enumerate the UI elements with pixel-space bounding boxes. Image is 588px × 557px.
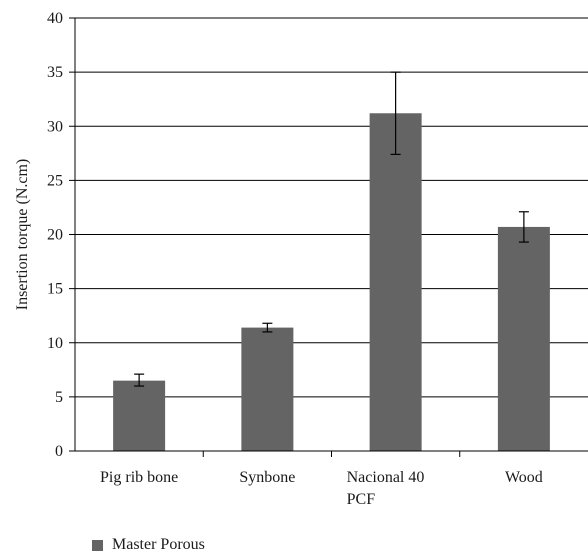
x-tick-label: Synbone <box>239 469 295 486</box>
y-tick-label: 35 <box>47 64 63 81</box>
y-tick-label: 10 <box>47 335 63 352</box>
x-tick-label: Wood <box>505 469 543 486</box>
y-tick-label: 0 <box>55 443 63 460</box>
y-tick-label: 5 <box>55 389 63 406</box>
legend-label: Master Porous <box>112 536 205 553</box>
bars <box>113 113 550 451</box>
y-tick-label: 40 <box>47 10 63 27</box>
gridlines <box>75 17 588 398</box>
y-tick-label: 30 <box>47 118 63 135</box>
error-bars <box>134 71 529 387</box>
bar <box>241 327 294 451</box>
legend-swatch <box>92 539 103 551</box>
y-tick-label: 20 <box>47 227 63 244</box>
bar <box>497 226 550 451</box>
y-tick-label: 15 <box>47 281 63 298</box>
x-tick-labels: Pig rib bone Synbone Nacional 40 PCF Wood <box>100 469 543 508</box>
axes <box>69 17 588 457</box>
y-tick-labels: 0 5 10 15 20 25 30 35 40 <box>47 10 63 460</box>
bar <box>113 380 166 451</box>
y-tick-label: 25 <box>47 172 63 189</box>
y-axis-title: Insertion torque (N.cm) <box>14 159 31 311</box>
x-tick-label: Pig rib bone <box>100 469 178 486</box>
legend: Master Porous <box>92 536 205 554</box>
x-tick-label: Nacional 40 PCF <box>347 469 425 508</box>
bar <box>369 113 422 451</box>
